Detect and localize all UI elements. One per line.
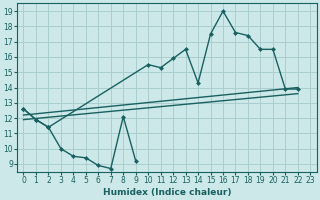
X-axis label: Humidex (Indice chaleur): Humidex (Indice chaleur) <box>103 188 231 197</box>
